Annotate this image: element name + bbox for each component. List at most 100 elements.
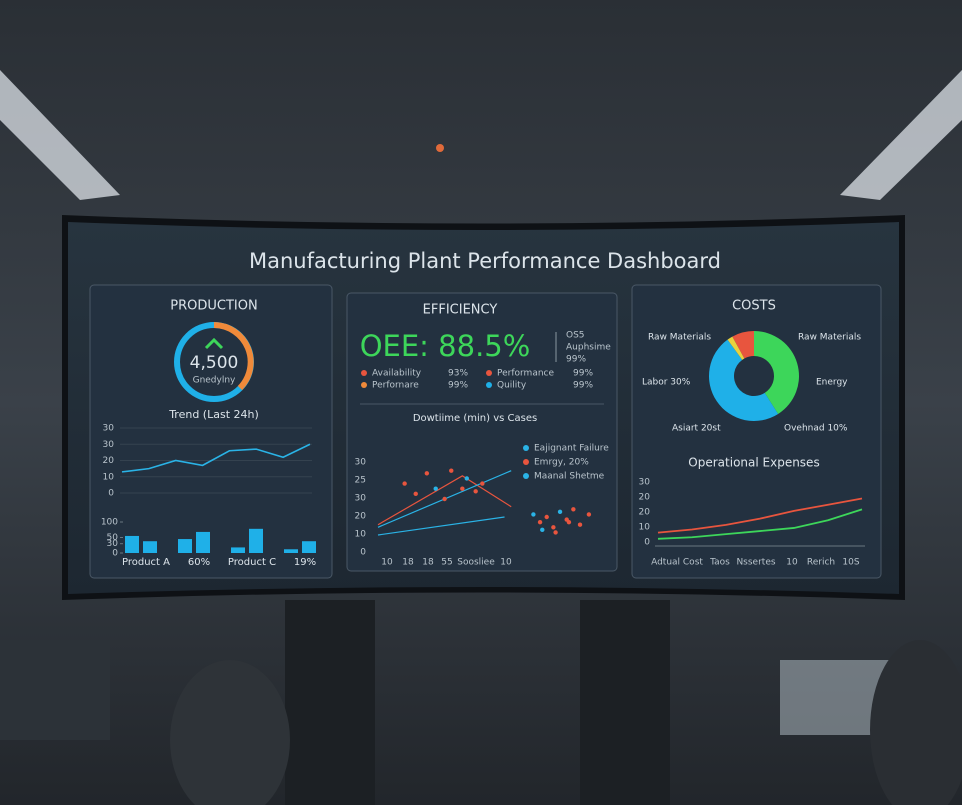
y-tick-label: 50 [107, 533, 119, 543]
y-tick-label: 0 [360, 548, 366, 558]
scatter-point [402, 481, 407, 486]
y-tick-label: 10 [639, 523, 651, 533]
side-label: Auphsime [566, 343, 611, 353]
y-tick-label: 30 [103, 440, 115, 450]
scatter-point [460, 486, 465, 491]
trend-line [121, 443, 311, 473]
dashboard-title: Manufacturing Plant Performance Dashboar… [249, 249, 721, 273]
scatter-point [413, 491, 418, 497]
legend-label: Emrgy, 20% [534, 458, 589, 468]
pie-slice [709, 339, 779, 421]
bar [231, 547, 245, 553]
x-tick-label: 18 [422, 558, 434, 568]
scatter-point [537, 519, 543, 525]
panel [89, 284, 333, 579]
monitor [0, 640, 110, 740]
bar [196, 531, 210, 553]
line [377, 516, 505, 536]
bar [302, 541, 316, 553]
legend-dot [361, 370, 367, 376]
y-tick-label: 25 [355, 476, 366, 486]
x-tick-label: Taos [709, 558, 730, 568]
legend-value: 99% [573, 369, 593, 379]
server-rack [580, 600, 670, 805]
legend-value: 93% [448, 369, 468, 379]
y-tick-label: 20 [639, 493, 651, 503]
legend-label: Eajignant Failure [534, 444, 609, 454]
y-tick-label: 0 [112, 549, 118, 559]
gauge-arc [213, 322, 254, 391]
chart-title: Dowtiime (min) vs Cases [413, 413, 537, 424]
scatter-point [571, 507, 576, 512]
y-tick-label: 10 [103, 472, 115, 482]
y-tick-label: 30 [107, 539, 119, 549]
panel-title: COSTS [732, 299, 776, 314]
pie-label: Asiart 20st [672, 424, 721, 434]
x-tick-label: Nssertes [736, 558, 775, 568]
server-rack [285, 600, 375, 805]
side-label: 99% [566, 355, 586, 365]
y-tick-label: 0 [644, 538, 650, 548]
x-tick-label: 60% [188, 557, 210, 568]
scatter-point [577, 522, 583, 527]
y-tick-label: 10 [355, 530, 367, 540]
y-tick-label: 20 [103, 456, 115, 466]
scatter-point [540, 527, 545, 533]
legend-dot [486, 370, 492, 376]
legend-label: Quility [497, 381, 527, 391]
x-tick-label: 18 [402, 558, 414, 568]
panel-title: PRODUCTION [170, 299, 257, 314]
ceiling-light [840, 70, 962, 200]
scatter-point [433, 486, 438, 491]
gauge-label: Gnedylny [193, 376, 236, 386]
y-tick-label: 20 [355, 512, 367, 522]
scatter-point [449, 468, 454, 473]
gauge-value: 4,500 [190, 353, 239, 373]
x-tick-label: 10 [381, 558, 393, 568]
pie-slice [754, 331, 799, 414]
y-tick-label: 30 [639, 478, 651, 488]
y-tick-label: 20 [639, 508, 651, 518]
line [657, 497, 863, 534]
ceiling-light [0, 70, 120, 200]
scatter-point [553, 530, 558, 535]
pie-label: Raw Materials [648, 333, 711, 343]
x-tick-label: Adtual Cost [651, 558, 703, 568]
legend-dot [523, 445, 529, 451]
line [377, 475, 512, 526]
oee-value: OEE: 88.5% [360, 329, 531, 363]
pie-label: Energy [816, 378, 848, 388]
scatter-point [551, 525, 556, 530]
pie-slice [732, 331, 754, 359]
legend-dot [486, 382, 492, 388]
x-tick-label: Rerich [807, 558, 835, 568]
scatter-point [473, 489, 478, 494]
pie-label: Raw Materials [798, 333, 861, 343]
legend-dot [523, 459, 529, 465]
chart-title: Trend (Last 24h) [168, 408, 259, 421]
person [870, 640, 962, 805]
bar [143, 541, 157, 553]
legend-value: 99% [448, 381, 468, 391]
legend-dot [361, 382, 367, 388]
line [657, 508, 863, 540]
x-tick-label: Product C [228, 557, 276, 568]
bar [284, 549, 298, 553]
legend-label: Availability [372, 369, 422, 379]
gauge-arrow [204, 337, 224, 350]
y-tick-label: 30 [355, 458, 367, 468]
scatter-point [544, 514, 549, 520]
scatter-point [464, 476, 469, 481]
pie-slice [727, 336, 745, 360]
scatter-point [480, 481, 485, 486]
scatter-point [557, 509, 563, 515]
y-tick-label: 30 [103, 424, 115, 434]
legend-label: Maanal Shetme [534, 472, 605, 482]
pie-label: Ovehnad 10% [784, 424, 848, 434]
y-tick-label: 0 [108, 489, 114, 499]
legend-label: Performance [497, 369, 554, 379]
x-tick-label: Product A [122, 557, 170, 568]
